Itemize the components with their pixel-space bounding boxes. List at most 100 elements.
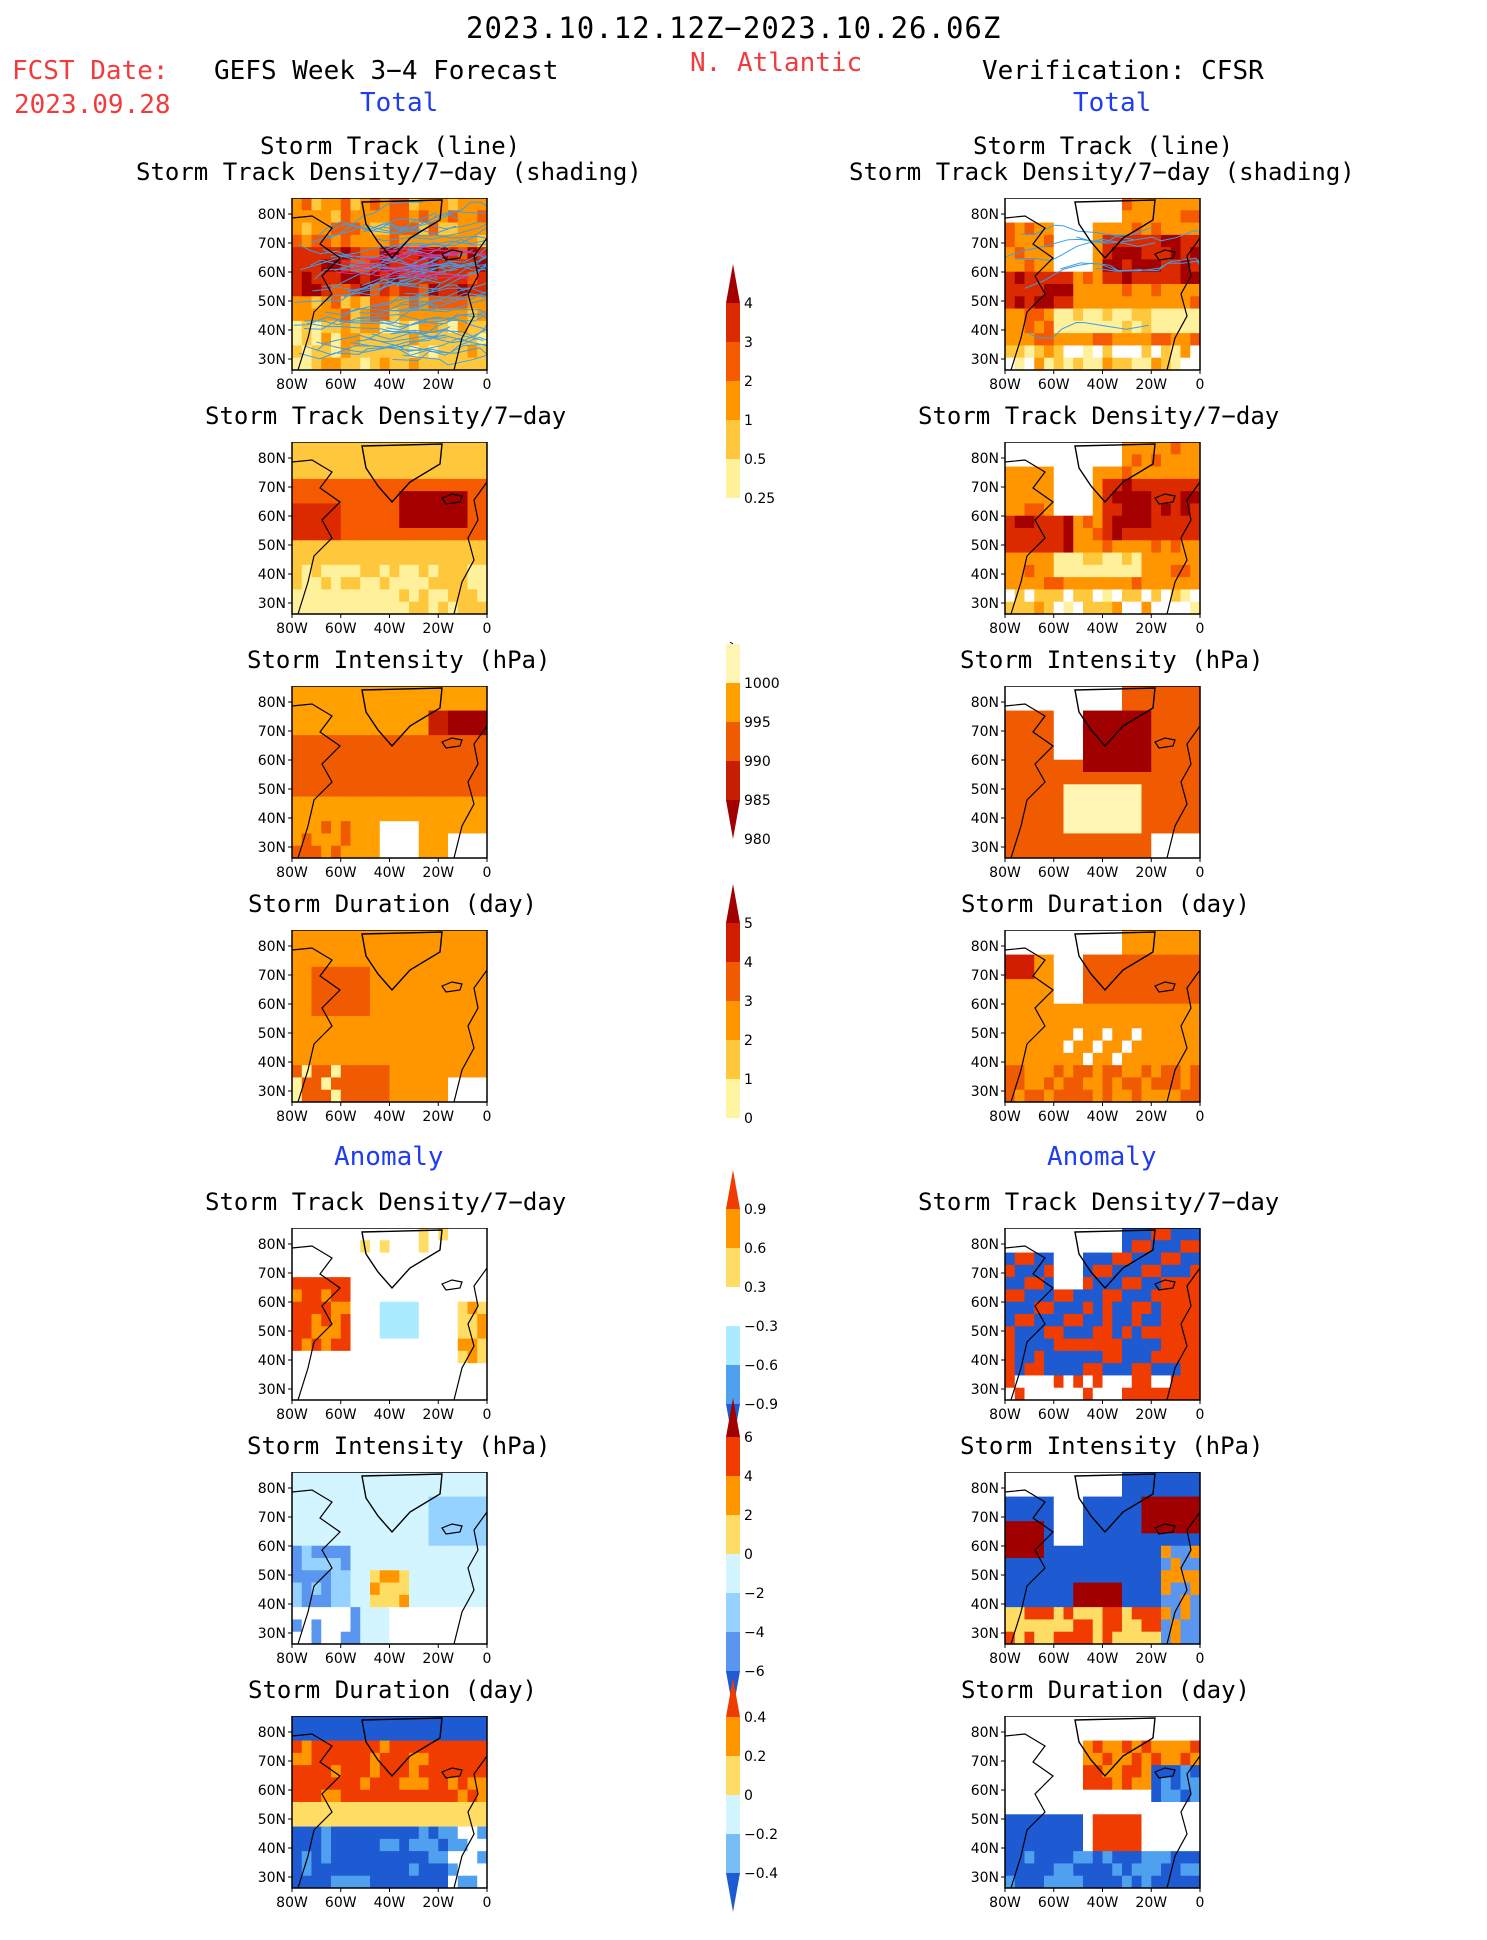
shading-cell (1190, 1089, 1201, 1103)
shading-cell (1092, 1777, 1103, 1791)
shading-cell (467, 1875, 478, 1889)
shading-cell (1180, 1777, 1191, 1791)
shading-cell (399, 735, 410, 748)
shading-cell (1024, 1789, 1035, 1803)
shading-cells (292, 1228, 488, 1401)
shading-cell (448, 1631, 459, 1645)
shading-cell (438, 357, 449, 371)
colorbar-label: 0.5 (744, 452, 766, 468)
shading-cell (448, 1252, 459, 1266)
shading-cell (1122, 1570, 1133, 1583)
shading-cell (1073, 320, 1084, 334)
shading-cell (1014, 1016, 1025, 1029)
shading-cell (428, 308, 439, 322)
shading-cell (311, 222, 322, 236)
shading-cell (340, 1472, 351, 1485)
shading-cell (418, 1826, 429, 1840)
shading-cell (409, 234, 420, 248)
shading-cell (301, 1003, 312, 1017)
shading-cell (379, 1052, 390, 1066)
shading-cell (1170, 1252, 1181, 1266)
shading-cell (1102, 1338, 1113, 1352)
shading-cell (1063, 1338, 1074, 1352)
shading-cell (409, 1752, 420, 1766)
shading-cell (1151, 1228, 1162, 1241)
shading-cell (1112, 1350, 1123, 1364)
shading-cell (1083, 1289, 1094, 1303)
map-density-anomaly-verification: 80N 70N 60N 50N 40N 30N 80W 60W 40W 20W 0 (961, 1228, 1205, 1428)
shading-cell (1170, 1607, 1181, 1620)
shading-cell (409, 515, 420, 529)
shading-cell (1044, 1508, 1055, 1522)
shading-cell (350, 1277, 361, 1290)
shading-cell (360, 491, 371, 504)
shading-cell (409, 198, 420, 211)
shading-cell (428, 1875, 439, 1889)
shading-cell (1131, 259, 1142, 273)
shading-cell (379, 198, 390, 211)
shading-cell (331, 320, 342, 334)
shading-cell (477, 222, 488, 236)
shading-cell (1151, 821, 1162, 834)
shading-cell (1092, 698, 1103, 711)
shading-cell (1112, 930, 1123, 943)
shading-cell (1024, 772, 1035, 785)
shading-cell (1073, 247, 1084, 260)
shading-cell (1131, 1716, 1142, 1729)
shading-cell (331, 1326, 342, 1339)
shading-cell (379, 1301, 390, 1315)
shading-cell (331, 747, 342, 761)
shading-cell (1073, 796, 1084, 810)
shading-cell (379, 1740, 390, 1754)
shading-cell (1151, 845, 1162, 859)
lon-tick-label: 20W (422, 1651, 454, 1667)
shading-cell (1151, 1826, 1162, 1840)
shading-cell (1170, 491, 1181, 504)
shading-cell (1161, 686, 1172, 699)
shading-cell (301, 442, 312, 455)
shading-cell (389, 1765, 400, 1778)
shading-cell (1044, 1619, 1055, 1633)
shading-cell (340, 1582, 351, 1596)
shading-cell (438, 954, 449, 968)
shading-cell (340, 1003, 351, 1017)
shading-cell (467, 1277, 478, 1290)
shading-cell (1102, 271, 1113, 285)
shading-cell (360, 735, 371, 748)
shading-cell (409, 1363, 420, 1376)
shading-cell (1053, 735, 1064, 748)
shading-cell (1141, 747, 1152, 761)
shading-cell (1190, 528, 1201, 541)
shading-cell (1044, 1752, 1055, 1766)
shading-cell (1190, 747, 1201, 761)
shading-cell (1083, 1631, 1094, 1645)
shading-cell (418, 1631, 429, 1645)
shading-cell (331, 308, 342, 322)
shading-cell (370, 722, 381, 736)
shading-cell (379, 1826, 390, 1840)
shading-cell (370, 1777, 381, 1791)
colorbar-segment (726, 761, 740, 800)
shading-cell (1053, 1851, 1064, 1864)
shading-cell (1014, 1582, 1025, 1596)
shading-cell (1083, 210, 1094, 223)
shading-cell (399, 1508, 410, 1522)
shading-cell (1122, 1496, 1133, 1510)
shading-cell (1053, 1363, 1064, 1376)
shading-cell (1024, 589, 1035, 603)
shading-cell (360, 1065, 371, 1078)
shading-cell (360, 1338, 371, 1352)
shading-cell (1141, 772, 1152, 785)
shading-cell (379, 284, 390, 297)
shading-cell (1053, 966, 1064, 980)
shading-cell (331, 564, 342, 578)
shading-cell (1170, 991, 1181, 1005)
lon-tick-label: 80W (276, 621, 308, 637)
shading-cell (301, 1508, 312, 1522)
shading-cell (1151, 552, 1162, 566)
shading-cell (1083, 1052, 1094, 1066)
shading-cell (448, 808, 459, 822)
shading-cell (1024, 333, 1035, 346)
lon-tick-label: 60W (1038, 1895, 1070, 1911)
shading-cell (1034, 1826, 1045, 1840)
